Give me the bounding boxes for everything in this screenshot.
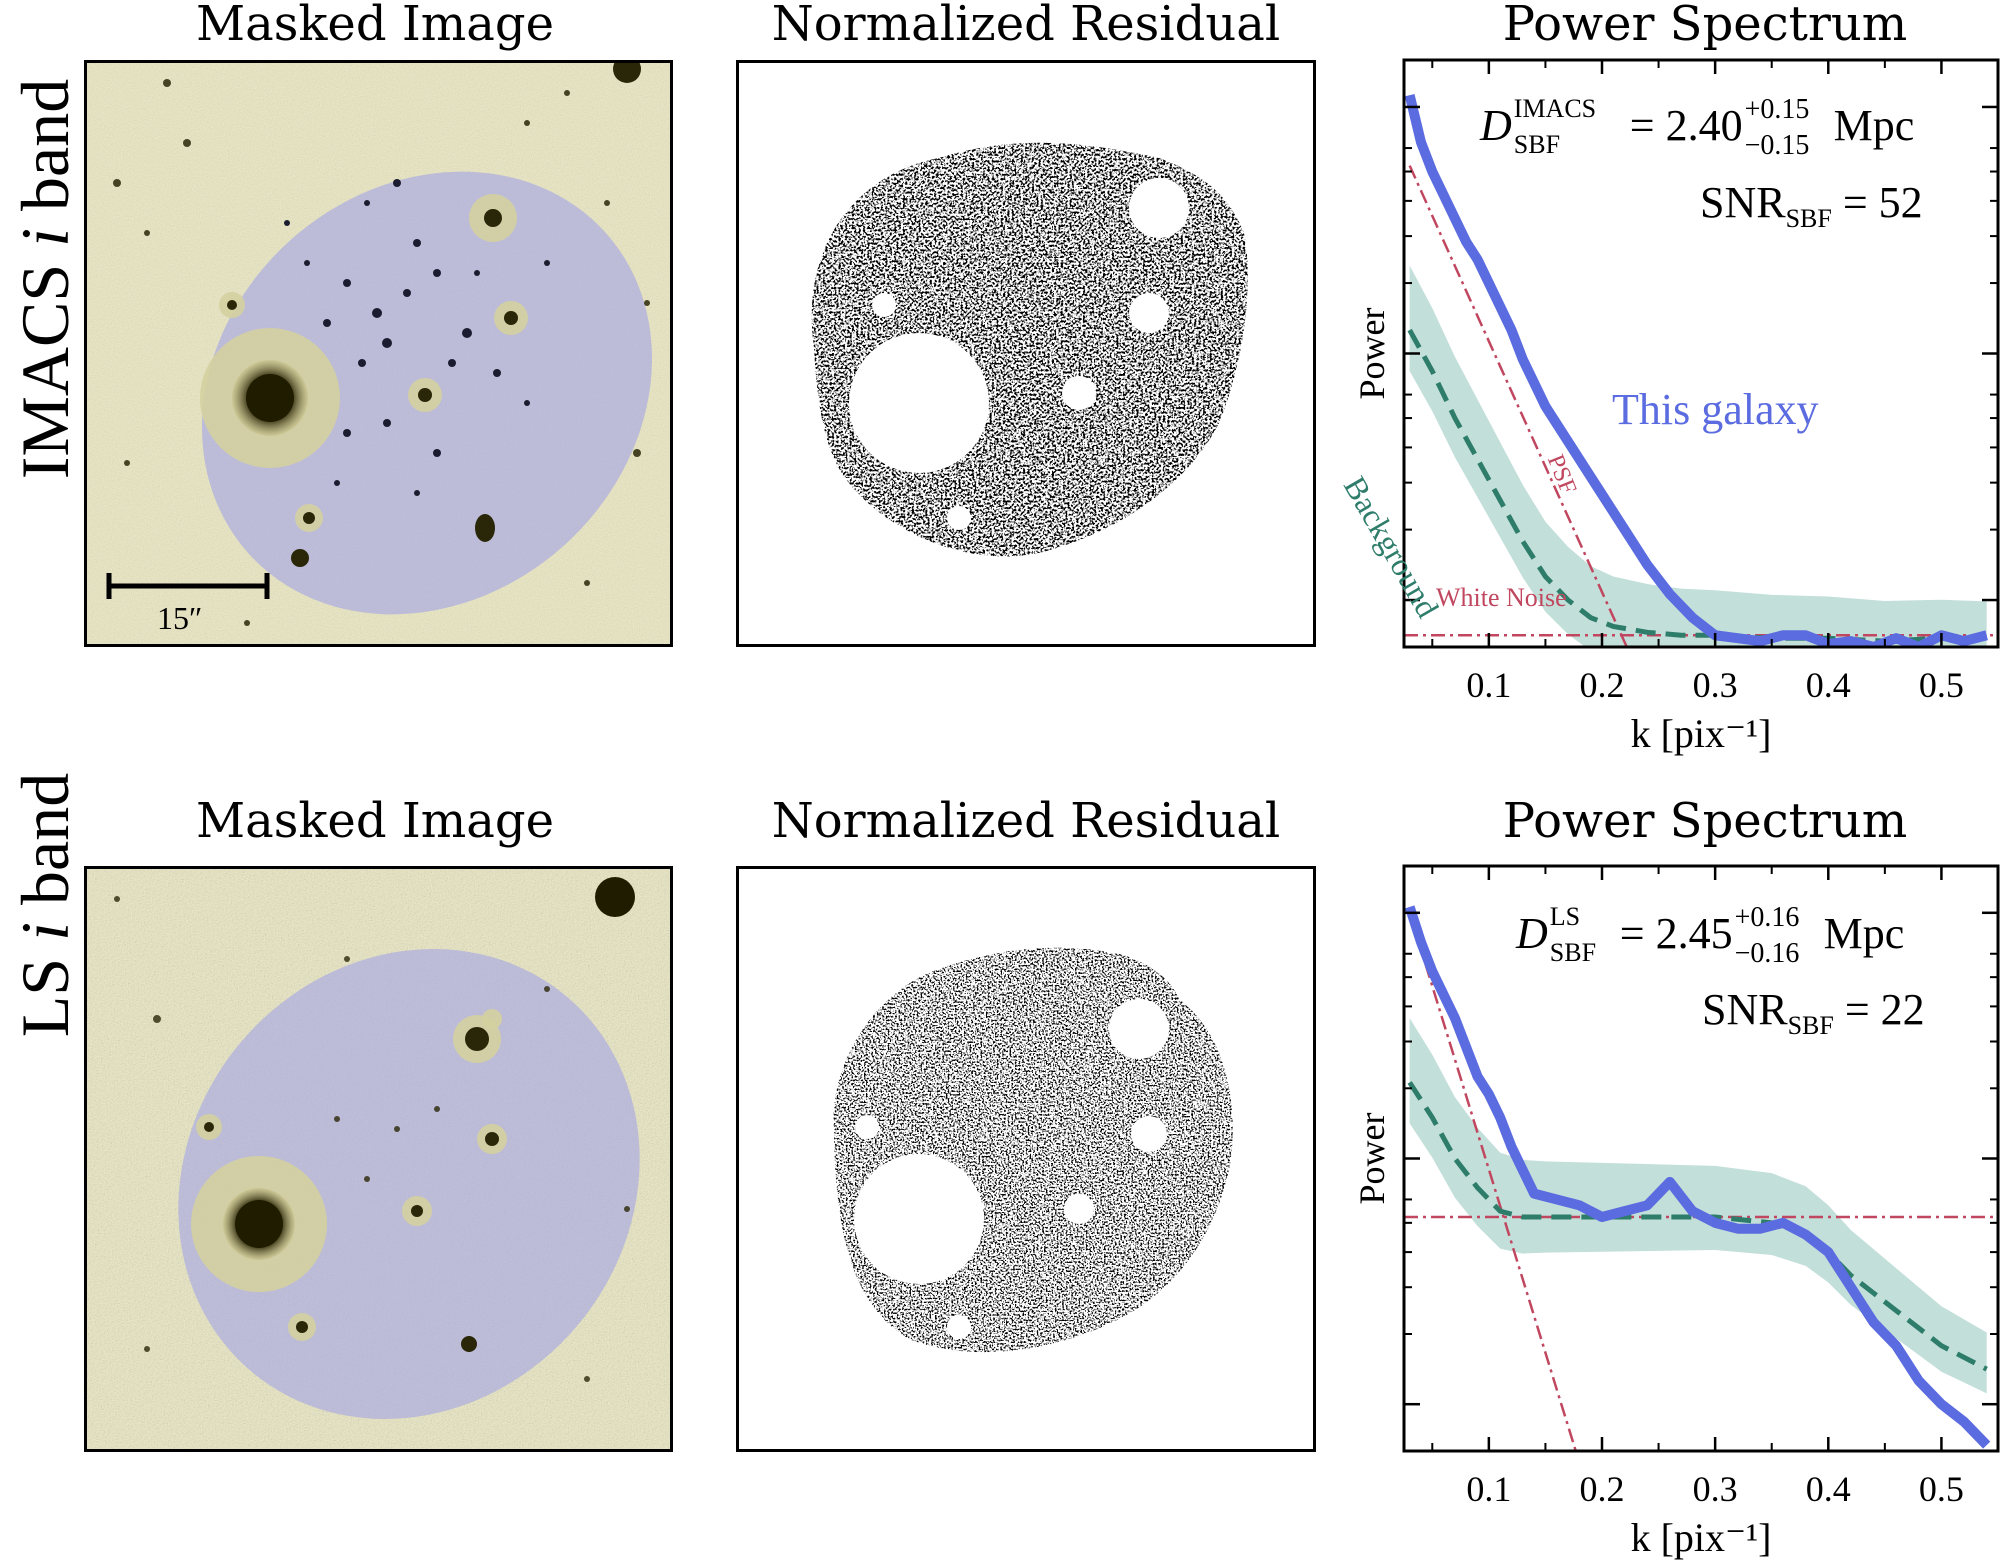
power-spectrum-ls: 0.1 0.2 0.3 0.4 0.5 k [pix⁻¹] Power [1352,864,2000,1560]
snr-annotation-ls: SNRSBF = 22 [1702,985,1925,1040]
x-tick-label: 0.4 [1806,1469,1851,1509]
legend-this-galaxy: This galaxy [1612,385,1819,434]
masked-image-ls [84,866,673,1452]
panel-title-masked-image: Masked Image [195,793,555,849]
normalized-residual-ls-graphic [833,947,1233,1353]
x-tick-label: 0.1 [1466,665,1511,705]
masked-image-ls-graphic [87,869,670,1449]
x-axis-label: k [pix⁻¹] [1631,1515,1772,1560]
galaxy-power-line [1404,94,1988,647]
background-uncertainty-band [1409,265,1987,647]
x-tick-label: 0.2 [1580,1469,1625,1509]
x-axis-label: k [pix⁻¹] [1631,711,1772,756]
scale-bar-label: 15″ [157,600,203,636]
psf-line [1408,165,1629,647]
galaxy-power-line [1404,905,1991,1449]
background-uncertainty-band [1409,1018,1987,1394]
row-label-ls: LS i band [7,772,83,1038]
background-line [1407,328,1987,644]
normalized-residual-imacs [736,60,1316,647]
x-tick-label: 0.4 [1806,665,1851,705]
panel-title-normalized-residual: Normalized Residual [771,0,1281,52]
masked-image-imacs: 15″ [84,60,673,647]
distance-annotation-ls: D LS SBF = 2.45 +0.16 −0.16 Mpc [1516,902,1905,969]
plot-area [1404,905,1998,1451]
row-label-imacs: IMACS i band [7,78,83,480]
x-tick-label: 0.3 [1693,665,1738,705]
residual-speckle [811,142,1248,557]
power-spectrum-imacs: 0.1 0.2 0.3 0.4 0.5 k [pix⁻¹] Power [1352,58,2000,756]
panel-title-power-spectrum: Power Spectrum [1502,793,1908,849]
snr-annotation-imacs: SNRSBF = 52 [1700,178,1923,233]
residual-speckle [833,947,1233,1353]
x-tick-label: 0.5 [1919,665,1964,705]
y-axis-label: Power [1352,308,1392,400]
panel-title-masked-image: Masked Image [195,0,555,52]
x-tick-label: 0.2 [1580,665,1625,705]
background-line [1407,1081,1988,1372]
x-tick-label: 0.1 [1466,1469,1511,1509]
x-tick-label: 0.3 [1693,1469,1738,1509]
legend-white-noise: White Noise [1436,583,1567,612]
panel-title-normalized-residual: Normalized Residual [771,793,1281,849]
masked-image-imacs-graphic [87,63,670,644]
plot-area [1404,94,1998,647]
panel-title-power-spectrum: Power Spectrum [1502,0,1908,52]
x-tick-label: 0.5 [1919,1469,1964,1509]
psf-line [1408,912,1578,1451]
y-axis-label: Power [1352,1113,1392,1205]
normalized-residual-imacs-graphic [811,142,1248,557]
normalized-residual-ls [736,866,1316,1452]
distance-annotation-imacs: D IMACS SBF = 2.40 +0.15 −0.15 Mpc [1480,94,1915,161]
